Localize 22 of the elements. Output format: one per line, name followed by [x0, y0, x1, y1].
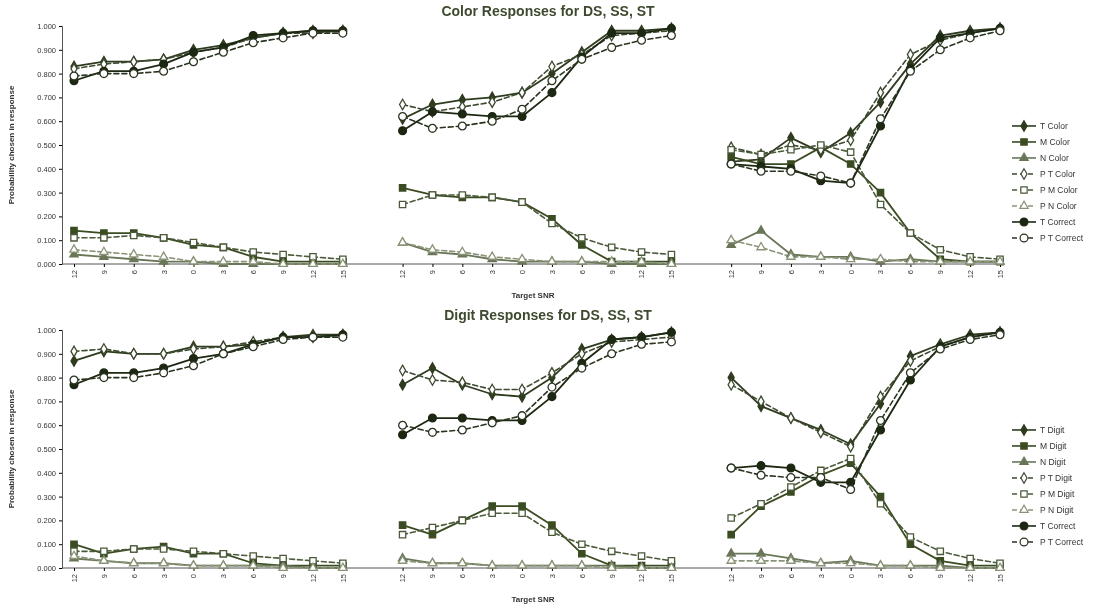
- legend-label: P T Correct: [1040, 232, 1084, 243]
- legend-label: N Color: [1040, 152, 1069, 163]
- legend-label: P N Digit: [1040, 504, 1075, 515]
- legend-label: M Color: [1040, 136, 1070, 147]
- legend-label: P T Color: [1040, 168, 1076, 179]
- legend-label: P M Digit: [1040, 488, 1075, 499]
- x-axis-title: Target SNR: [511, 595, 555, 604]
- legend-label: T Correct: [1040, 520, 1076, 531]
- legend-label: N Digit: [1040, 456, 1067, 467]
- legend-label: P N Color: [1040, 200, 1077, 211]
- legend-label: M Digit: [1040, 440, 1068, 451]
- legend-label: P T Correct: [1040, 536, 1084, 547]
- y-axis-title: Probability chosen in response: [7, 85, 16, 205]
- x-axis-title: Target SNR: [511, 291, 555, 300]
- chart-title: Color Responses for DS, SS, ST: [441, 3, 656, 19]
- y-axis-title: Probability chosen in response: [7, 389, 16, 509]
- legend-label: T Correct: [1040, 216, 1076, 227]
- legend-label: P M Color: [1040, 184, 1078, 195]
- legend-label: T Digit: [1040, 424, 1066, 435]
- legend-label: T Color: [1040, 120, 1068, 131]
- legend-label: P T Digit: [1040, 472, 1073, 483]
- chart-title: Digit Responses for DS, SS, ST: [444, 307, 653, 323]
